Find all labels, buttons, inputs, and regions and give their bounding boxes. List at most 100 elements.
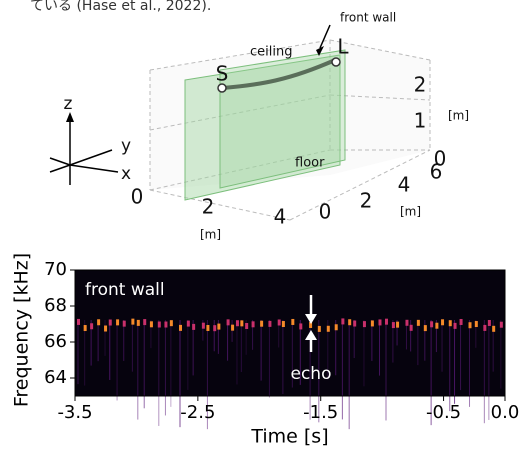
spectrogram-area [75, 270, 505, 396]
streak-head [384, 318, 388, 325]
streak-head [430, 321, 434, 328]
streak-head [441, 319, 445, 326]
streak-head [90, 323, 94, 330]
y-tick-label: 6 [430, 160, 443, 184]
streak-head [391, 322, 395, 329]
y-axis-label: Frequency [kHz] [11, 253, 33, 407]
y-tick-label: 64 [44, 367, 67, 388]
plot-frame [74, 269, 506, 397]
streak-head [370, 320, 374, 327]
streak-head [217, 323, 221, 330]
arrow-head [305, 330, 317, 340]
front-wall-annotation: front wall [85, 280, 165, 300]
streak-head [77, 318, 80, 325]
streak-head [231, 324, 235, 331]
front-wall-label: front wall [340, 11, 396, 25]
streak-head [169, 320, 173, 327]
streak-head [409, 324, 413, 331]
spectrogram-streaks [77, 318, 503, 430]
x-unit: [m] [200, 228, 221, 242]
streak-head [116, 319, 120, 326]
streak-head [483, 324, 487, 331]
room-box [49, 24, 431, 221]
streak-head [453, 322, 457, 329]
streak-head [499, 321, 503, 328]
streak-head [143, 319, 147, 326]
streak-head [326, 325, 330, 332]
streak-head [341, 318, 345, 325]
x-tick-label: 4 [274, 205, 287, 229]
streak-head [260, 320, 264, 327]
floor-label: floor [295, 156, 325, 171]
streak-head [108, 319, 112, 326]
streak-head [353, 320, 357, 327]
streak-head [186, 320, 190, 327]
streak-head [334, 324, 338, 331]
streak-head [104, 325, 108, 332]
streak-head [487, 319, 491, 326]
streak-head [348, 319, 352, 326]
echo-annotation: echo [291, 364, 332, 384]
streak-head [226, 319, 230, 326]
streak-head [291, 318, 295, 325]
z-tick-label: 0 [434, 147, 447, 171]
streak-head [179, 324, 183, 331]
streak-head [448, 320, 452, 327]
streak-head [405, 319, 409, 326]
streak-head [268, 320, 272, 327]
z-axis-name: z [64, 94, 73, 114]
z-tick-label: 1 [414, 109, 427, 133]
streak-head [416, 319, 420, 326]
y-tick-label: 2 [360, 189, 373, 213]
x-tick-label: 0 [131, 185, 144, 209]
streak-head [281, 321, 285, 328]
end-label: L [337, 35, 349, 59]
streak-head [459, 318, 463, 325]
z-unit: [m] [448, 109, 469, 123]
streak-head [492, 325, 496, 332]
x-tick-label: -2.5 [180, 402, 215, 423]
streak-head [423, 325, 427, 332]
y-tick-label: 4 [398, 173, 411, 197]
streak-head [309, 321, 313, 328]
streak-head [362, 321, 366, 328]
y-tick-label: 70 [44, 259, 67, 280]
caption-fragment: ている (Hase et al., 2022). [30, 0, 211, 14]
streak-head [235, 320, 239, 327]
y-unit: [m] [400, 205, 421, 219]
y-tick-label: 0 [319, 200, 332, 224]
streak-head [468, 322, 472, 329]
streak-head [97, 319, 101, 326]
streak-head [240, 320, 244, 327]
y-axis-name: y [121, 136, 131, 156]
streak-head [206, 324, 210, 331]
x-tick-label: -0.5 [426, 402, 461, 423]
streak-head [299, 323, 303, 330]
streak-head [192, 323, 196, 330]
streak-head [435, 322, 439, 329]
streak-head [157, 321, 161, 328]
x-tick-label: 2 [202, 195, 215, 219]
streak-head [149, 321, 153, 328]
streak-head [213, 325, 217, 332]
x-tick-label: 0.0 [491, 402, 520, 423]
streak-head [378, 319, 382, 326]
streak-head [396, 321, 400, 328]
streak-head [122, 320, 126, 327]
x-axis-name: x [121, 164, 131, 184]
y-tick-label: 66 [44, 331, 67, 352]
ceiling-label: ceiling [250, 45, 292, 60]
streak-head [164, 321, 168, 328]
streak-head [317, 325, 321, 332]
arrow-head [305, 314, 317, 324]
streak-head [83, 325, 87, 332]
streak-head [474, 321, 478, 328]
y-tick-label: 68 [44, 295, 67, 316]
streak-head [245, 322, 249, 329]
x-tick-label: -1.5 [303, 402, 338, 423]
streak-head [251, 321, 255, 328]
z-tick-label: 2 [414, 73, 427, 97]
x-axis-label: Time [s] [250, 426, 328, 448]
